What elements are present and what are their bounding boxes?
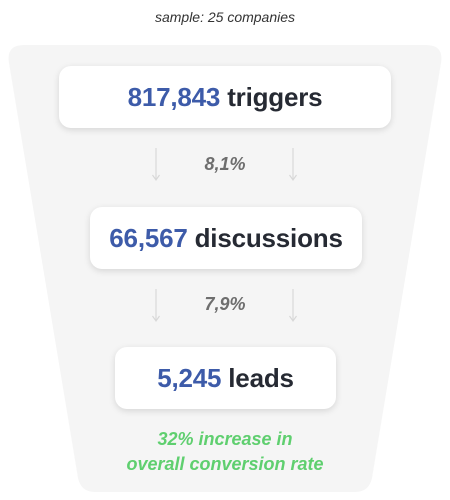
down-arrow-icon	[152, 289, 160, 323]
stage-label: leads	[228, 362, 294, 393]
down-arrow-icon	[152, 148, 160, 182]
stage-label: discussions	[194, 222, 343, 253]
summary-line-1: 32% increase in	[157, 429, 293, 449]
stage-card-leads: 5,245 leads	[115, 347, 336, 409]
down-arrow-icon	[289, 289, 297, 323]
conversion-rate-2: 7,9%	[204, 294, 246, 314]
stage-label: triggers	[227, 81, 323, 112]
stage-value: 5,245	[157, 362, 222, 393]
sample-note: sample: 25 companies	[154, 9, 296, 25]
stage-card-triggers: 817,843 triggers	[59, 66, 391, 128]
conversion-rate-1: 8,1%	[204, 154, 246, 174]
down-arrow-icon	[289, 148, 297, 182]
stage-card-discussions: 66,567 discussions	[90, 207, 362, 269]
stage-value: 817,843	[127, 81, 221, 112]
summary-line-2: overall conversion rate	[126, 454, 324, 474]
stage-value: 66,567	[109, 222, 188, 253]
